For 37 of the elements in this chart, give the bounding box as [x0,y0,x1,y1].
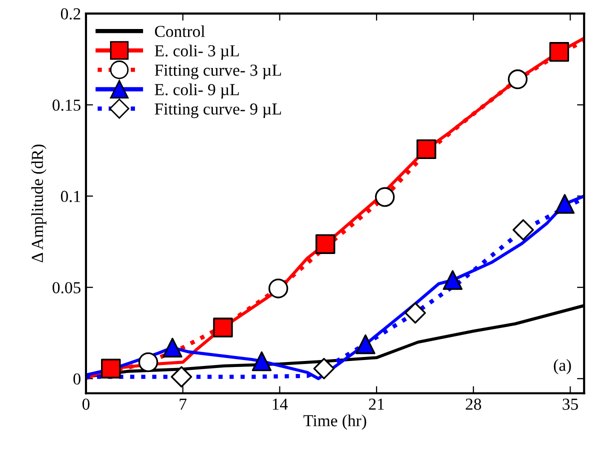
point [170,366,192,388]
y-tick-label: 0 [73,373,80,385]
y-tick-label: 0.15 [52,100,80,111]
point [268,278,288,298]
x-tick-label: 0 [82,398,90,410]
point [416,139,436,160]
x-tick-label: 14 [272,398,288,410]
point [313,358,335,380]
point [404,302,426,324]
point [213,318,233,338]
point [508,69,528,90]
point [356,334,376,354]
legend-label: E. coli- 9 µL [154,84,239,99]
y-tick-label: 0.1 [60,190,80,202]
point [442,270,463,290]
legend-label: E. coli- 3 µL [154,44,239,60]
legend-label: Control [155,25,205,38]
y-tick-label: 0.2 [60,8,80,20]
legend-label: Fitting curve- 3 µL [154,64,281,80]
point [315,234,336,254]
x-tick-label: 28 [466,398,482,410]
y-tick-label: 0.05 [52,282,80,294]
point [374,187,395,207]
x-tick-label: 21 [368,398,384,410]
y-axis-title: Δ Amplitude (dR) [31,144,46,262]
point [549,42,570,62]
legend-label: Fitting curve- 9 µL [154,103,281,118]
x-tick-label: 35 [562,398,578,410]
point [554,194,575,214]
point [138,352,158,372]
annotation: (a) [554,359,571,374]
point [101,358,121,378]
point [252,351,272,372]
x-axis-title: Time (hr) [303,414,366,430]
x-tick-label: 7 [180,398,187,410]
point [162,338,182,358]
point [512,219,534,241]
